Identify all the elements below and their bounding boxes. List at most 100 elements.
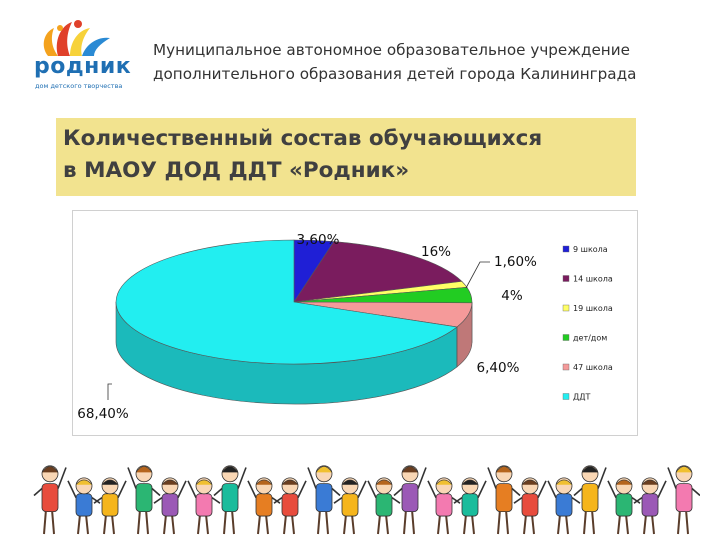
child-arm [67,480,77,498]
child-hair [581,466,599,473]
child-hair [75,479,93,485]
child-body [75,493,93,517]
child-hair [401,466,419,473]
child-leg [111,514,115,535]
child-arm [273,496,283,504]
child-body [135,483,153,512]
child-leg [531,514,535,535]
pie-leader-lines [107,261,490,400]
child-body [195,493,213,517]
child-body [495,483,513,512]
child-body [315,483,333,512]
child-hair [101,479,119,485]
child-leg [505,509,509,535]
child-leg [617,514,621,535]
child-body [675,483,693,512]
legend-swatch-2 [562,304,570,312]
pie-data-label-3: 4% [501,288,523,304]
child-arm [93,496,103,504]
child-hair [435,479,453,485]
child-arm [597,467,607,489]
child-arm [487,467,497,489]
child-body [581,483,599,512]
child-leg [283,514,287,535]
child-hair [641,479,659,485]
child-hair [615,479,633,485]
pie-data-label-5: 68,40% [77,406,129,422]
child-leg [643,514,647,535]
child-hair [495,466,513,473]
pie-data-label-0: 3,60% [297,232,340,248]
children-illustration [33,465,700,535]
pie-data-labels: 3,60% 16% 1,60% 4% 6,40% 68,40% [77,232,537,422]
child-hair [255,479,273,485]
child-leg [163,514,167,535]
organization-name-line-1: Муниципальное автономное образовательное… [153,41,630,59]
child-leg [523,514,527,535]
child-leg [583,509,587,535]
child-arm [571,496,581,504]
organization-name-line-2: дополнительного образования детей города… [153,65,637,83]
child-leg [51,509,55,535]
pie-slice-5 [115,239,458,365]
child-leg [385,514,389,535]
slide-title: Количественный состав обучающихся в МАОУ… [63,123,633,187]
child-leg [77,514,81,535]
child-leg [677,509,681,535]
child-arm [393,487,403,497]
child-hair [221,466,239,473]
rodnik-logo-emblem [43,20,110,56]
title-band-gap [0,118,56,196]
child-leg [445,514,449,535]
legend-label-3: дет/дом [573,334,607,343]
child-body [221,483,239,512]
child-leg [437,514,441,535]
child-arm [631,496,641,504]
child-arm [211,496,221,504]
slide-title-line-1: Количественный состав обучающихся [63,126,543,151]
child-hair [555,479,573,485]
logo-subtitle: дом детского творчества [35,82,123,90]
child-body [555,493,573,517]
child-body [255,493,273,517]
child-leg [343,514,347,535]
legend-swatch-3 [562,334,570,341]
child-body [41,483,59,512]
child-arm [187,480,197,498]
child-arm [33,487,43,497]
child-leg [377,514,381,535]
child-leg [625,514,629,535]
child-arm [417,467,427,489]
title-band [56,118,636,196]
legend-label-0: 9 школа [573,245,608,254]
child-body [521,493,539,517]
child-body [641,493,659,517]
child-hair [675,466,693,473]
child-leg [171,514,175,535]
child-arm [573,487,583,497]
child-body [281,493,299,517]
child-leg [463,514,467,535]
child-arm [333,496,343,504]
legend-swatch-4 [562,363,570,371]
legend-swatch-0 [562,245,570,253]
rodnik-logo: родник дом детского творчества [30,18,135,98]
child-leg [265,514,269,535]
child-arm [427,480,437,498]
child-arm [271,496,281,504]
child-arm [667,467,677,489]
child-arm [307,467,317,489]
legend-label-5: ДДТ [573,393,591,402]
child-leg [411,509,415,535]
pie-data-label-2: 1,60% [494,254,537,270]
children-figures [33,465,700,535]
child-arm [537,480,547,498]
child-body [461,493,479,517]
child-leg [685,509,689,535]
child-arm [367,480,377,498]
child-arm [357,480,367,498]
child-leg [43,509,47,535]
child-hair [341,479,359,485]
child-body [615,493,633,517]
